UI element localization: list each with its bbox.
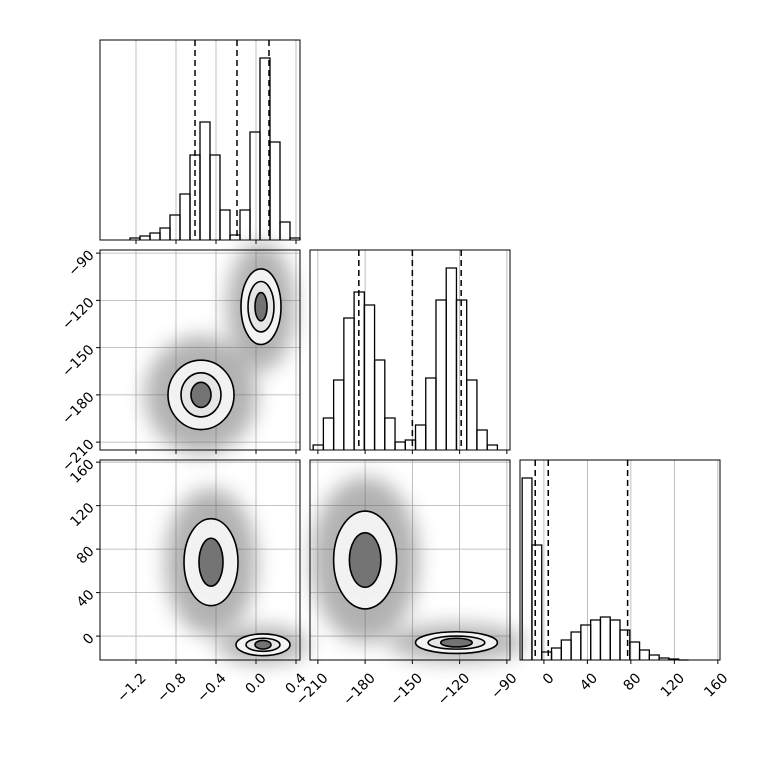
contour xyxy=(190,381,212,409)
y-tick-label: 80 xyxy=(74,543,98,567)
histogram-bar xyxy=(609,619,621,660)
y-tick-label: −90 xyxy=(65,247,97,279)
histogram-bar xyxy=(229,234,241,240)
histogram-bar xyxy=(560,639,572,660)
histogram-bar xyxy=(322,417,335,450)
panel-frame xyxy=(99,39,301,241)
histogram-bar xyxy=(179,193,191,240)
histogram-bar xyxy=(550,647,562,660)
histogram-bar xyxy=(373,359,386,450)
y-tick-label: −120 xyxy=(59,295,98,334)
histogram-bar xyxy=(425,377,437,450)
histogram-bar xyxy=(332,379,345,450)
histogram-bar xyxy=(648,654,660,660)
histogram-bar xyxy=(189,154,201,240)
x-tick-label: −90 xyxy=(488,670,520,702)
x-tick-label: −150 xyxy=(387,670,426,709)
panel-frame xyxy=(519,459,721,661)
contour xyxy=(198,537,224,587)
panel-frame xyxy=(99,249,301,451)
histogram-bar xyxy=(590,619,602,660)
histogram-bar xyxy=(219,209,231,240)
histogram-bar xyxy=(394,441,406,450)
histogram-bar xyxy=(435,299,447,450)
histogram-bar xyxy=(414,424,427,450)
x-tick-label: −180 xyxy=(340,670,379,709)
histogram-bar xyxy=(521,477,533,660)
histogram-bar xyxy=(599,616,611,660)
histogram-bar xyxy=(159,227,171,240)
x-tick-label: −1.2 xyxy=(114,670,149,705)
histogram-bar xyxy=(531,544,543,660)
histogram-bar xyxy=(149,232,161,240)
histogram-bar xyxy=(279,221,291,240)
panel-frame xyxy=(99,459,301,661)
x-tick-label: 120 xyxy=(658,670,688,700)
x-tick-label: 160 xyxy=(701,670,731,700)
x-tick-label: 80 xyxy=(621,670,645,694)
histogram-bar xyxy=(139,235,151,240)
contour xyxy=(254,291,268,322)
x-tick-label: 40 xyxy=(577,670,601,694)
histogram-bar xyxy=(541,651,553,660)
histogram-bar xyxy=(343,317,355,450)
y-tick-label: −180 xyxy=(59,389,98,428)
x-tick-label: −0.4 xyxy=(194,670,229,705)
y-tick-label: 0 xyxy=(80,630,98,648)
histogram-bar xyxy=(486,444,499,450)
histogram-bar xyxy=(169,214,181,240)
histogram-bar xyxy=(239,209,251,240)
panel-frame xyxy=(309,459,511,661)
y-tick-label: −150 xyxy=(59,342,98,381)
histogram-bar xyxy=(580,624,592,660)
x-tick-label: −0.8 xyxy=(154,670,189,705)
x-tick-label: 0 xyxy=(540,670,558,688)
y-tick-label: 40 xyxy=(74,587,98,611)
histogram-bar xyxy=(404,439,417,450)
histogram-bar xyxy=(269,141,281,240)
contour xyxy=(254,639,272,650)
histogram-bar xyxy=(363,304,376,450)
contour xyxy=(348,532,382,588)
histogram-bar xyxy=(199,121,211,240)
contour xyxy=(439,637,474,648)
histogram-bar xyxy=(384,417,396,450)
panel-frame xyxy=(309,249,511,451)
histogram-bar xyxy=(638,649,650,660)
histogram-bar xyxy=(570,631,582,660)
histogram-bar xyxy=(476,429,488,450)
histogram-bar xyxy=(445,267,458,450)
x-tick-label: 0.0 xyxy=(243,670,270,697)
histogram-bar xyxy=(249,131,261,240)
y-tick-label: 120 xyxy=(67,500,97,530)
histogram-bar xyxy=(466,379,478,450)
histogram-bar xyxy=(209,154,221,240)
x-tick-label: −120 xyxy=(435,670,474,709)
